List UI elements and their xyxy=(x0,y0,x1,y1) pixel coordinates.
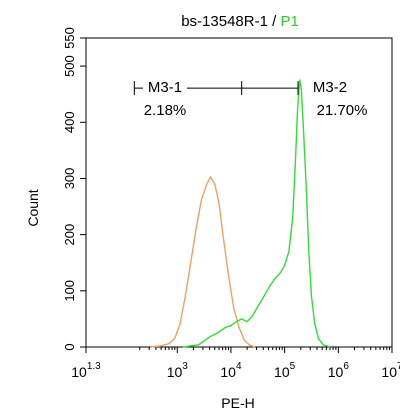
x-tick-exponent: 3 xyxy=(182,361,188,372)
gate-m3-1-percent: 2.18% xyxy=(144,102,187,119)
y-tick-label: 200 xyxy=(62,224,77,246)
x-axis-label: PE-H xyxy=(221,395,254,411)
y-tick-label: 400 xyxy=(62,111,77,133)
x-tick-base: 10 xyxy=(274,364,290,380)
x-tick-label: 105 xyxy=(274,361,296,380)
x-tick-base: 10 xyxy=(167,364,183,380)
x-ticks: 101.3 103 104 105 106 107 xyxy=(71,347,400,380)
x-tick-base: 10 xyxy=(381,364,397,380)
series-group xyxy=(150,79,331,348)
x-tick-label: 107 xyxy=(381,361,400,380)
x-tick-exponent: 5 xyxy=(290,361,296,372)
y-axis-label: Count xyxy=(25,189,41,226)
series-line-2 xyxy=(182,79,331,348)
x-tick-label: 103 xyxy=(167,361,189,380)
gates-group: M3-1 2.18% M3-2 21.70% xyxy=(133,79,368,119)
title-sample: bs-13548R-1 / xyxy=(181,13,280,30)
x-tick-label: 104 xyxy=(220,361,242,380)
x-tick-base: 10 xyxy=(71,364,87,380)
x-tick-exponent: 7 xyxy=(397,361,400,372)
plot-frame xyxy=(85,37,393,348)
x-tick-exponent: 6 xyxy=(343,361,349,372)
series-line-1 xyxy=(150,176,256,348)
x-tick-base: 10 xyxy=(328,364,344,380)
y-tick-label: 100 xyxy=(62,280,77,302)
title-population: P1 xyxy=(280,13,298,30)
gate-m3-2-percent: 21.70% xyxy=(317,102,368,119)
x-tick-exponent: 1.3 xyxy=(87,361,101,372)
gate-m3-1-label: M3-1 xyxy=(148,79,182,96)
gate-m3-2-label: M3-2 xyxy=(313,79,347,96)
chart-title: bs-13548R-1 / P1 xyxy=(181,13,299,30)
y-tick-label: 0 xyxy=(62,343,77,350)
x-tick-label: 106 xyxy=(328,361,350,380)
y-ticks: 0 100 200 300 400 500 550 xyxy=(62,27,86,351)
x-tick-label: 101.3 xyxy=(71,361,101,380)
y-tick-label: 550 xyxy=(62,27,77,49)
x-tick-base: 10 xyxy=(220,364,236,380)
y-tick-label: 500 xyxy=(62,55,77,77)
x-tick-exponent: 4 xyxy=(236,361,242,372)
gate-label-background xyxy=(143,79,187,97)
y-tick-label: 300 xyxy=(62,168,77,190)
